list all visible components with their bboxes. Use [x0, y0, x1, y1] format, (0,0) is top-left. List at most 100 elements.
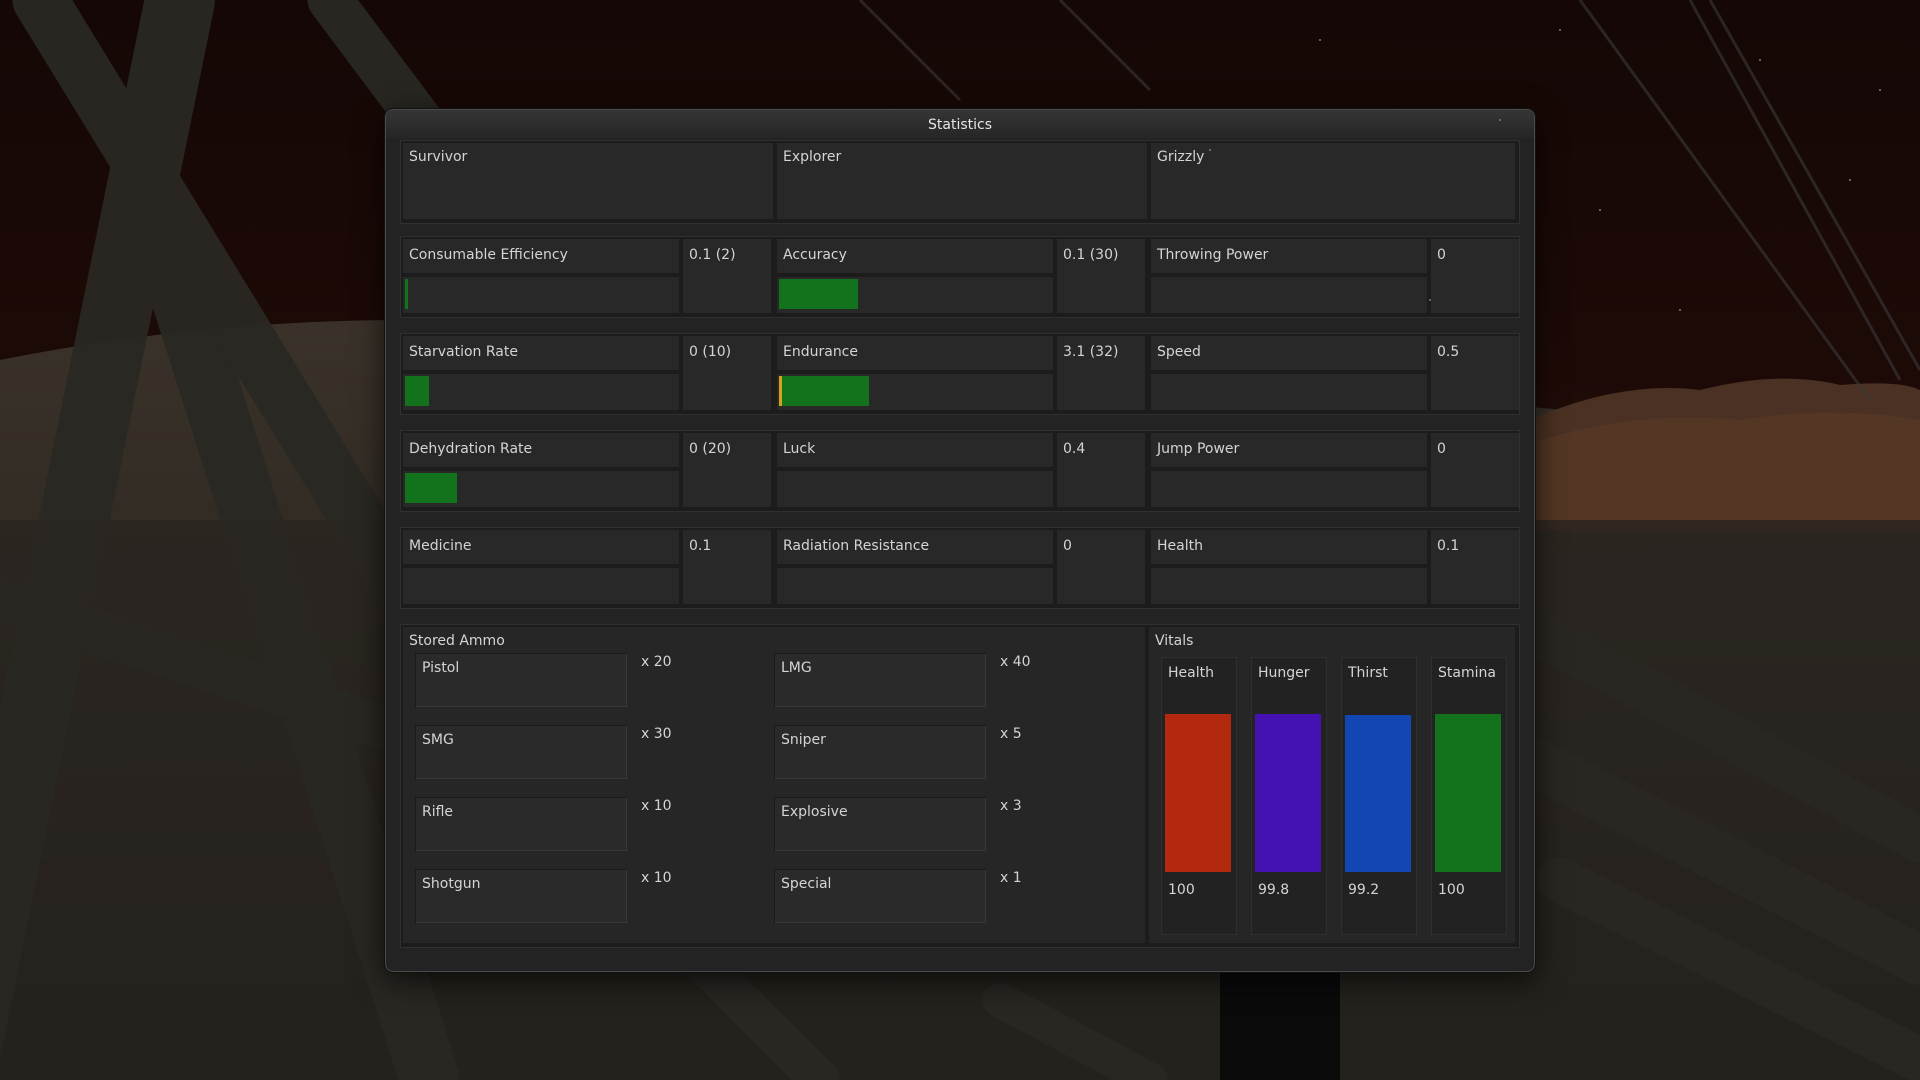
- stored-ammo-panel: Stored Ammo Pistol x 20 LMG x 40 SMG x 30 Snip…: [403, 627, 1145, 943]
- stat-name-cell: Health: [1151, 530, 1427, 564]
- ammo-name: SMG: [422, 732, 454, 748]
- ammo-name: Rifle: [422, 804, 454, 820]
- ammo-count: x 1: [1000, 870, 1022, 886]
- vital-health: Health 100: [1161, 657, 1237, 935]
- vital-bar: [1165, 714, 1231, 872]
- stat-name-cell: Endurance: [777, 336, 1053, 370]
- vitals-panel: Vitals Health 100 Hunger 99.8 Thirst 99.2 Stam…: [1149, 627, 1515, 943]
- ammo-name: Sniper: [781, 732, 826, 748]
- stat-name-cell: Luck: [777, 433, 1053, 467]
- stat-value: 0: [1437, 247, 1446, 263]
- stat-value: 0.1: [1437, 538, 1460, 554]
- ammo-name: Pistol: [422, 660, 460, 676]
- class-survivor[interactable]: Survivor: [403, 143, 773, 219]
- ammo-slot-shotgun[interactable]: Shotgun: [415, 869, 627, 923]
- stat-name-cell: Medicine: [403, 530, 679, 564]
- stat-value-cell: 0: [1057, 530, 1145, 604]
- vital-name: Stamina: [1438, 665, 1496, 681]
- stat-row: Dehydration Rate 0 (20) Luck 0.4 Jump Power 0: [400, 430, 1520, 512]
- ammo-name: Shotgun: [422, 876, 481, 892]
- vitals-title: Vitals: [1155, 633, 1194, 649]
- stat-group: Speed 0.5: [1151, 336, 1523, 410]
- vital-value: 99.8: [1258, 882, 1290, 898]
- stat-value-cell: 0: [1431, 433, 1519, 507]
- stat-value-cell: 0 (10): [683, 336, 771, 410]
- ammo-name: LMG: [781, 660, 812, 676]
- vital-thirst: Thirst 99.2: [1341, 657, 1417, 935]
- stat-name: Consumable Efficiency: [409, 247, 568, 263]
- class-label: Explorer: [783, 149, 842, 165]
- stat-progress-marker: [405, 279, 408, 309]
- vital-stamina: Stamina 100: [1431, 657, 1507, 935]
- ammo-slot-pistol[interactable]: Pistol: [415, 653, 627, 707]
- stat-value: 0.5: [1437, 344, 1460, 360]
- stat-name-cell: Accuracy: [777, 239, 1053, 273]
- ammo-count: x 40: [1000, 654, 1031, 670]
- stat-progress-bar: [777, 374, 1053, 410]
- stat-progress-fill: [405, 376, 429, 406]
- stat-progress-bar: [403, 277, 679, 313]
- stat-group: Consumable Efficiency 0.1 (2): [403, 239, 775, 313]
- stat-name-cell: Speed: [1151, 336, 1427, 370]
- stat-progress-bar: [777, 471, 1053, 507]
- stat-value-cell: 0.1: [683, 530, 771, 604]
- vital-bar: [1435, 714, 1501, 872]
- stat-name: Endurance: [783, 344, 858, 360]
- stat-row: Medicine 0.1 Radiation Resistance 0 Health 0.…: [400, 527, 1520, 609]
- stat-name: Health: [1157, 538, 1203, 554]
- ammo-slot-lmg[interactable]: LMG: [774, 653, 986, 707]
- stat-name-cell: Consumable Efficiency: [403, 239, 679, 273]
- vital-bar: [1255, 714, 1321, 872]
- stored-ammo-title: Stored Ammo: [409, 633, 505, 649]
- bottom-section: Stored Ammo Pistol x 20 LMG x 40 SMG x 30 Snip…: [400, 624, 1520, 948]
- stat-progress-fill: [779, 279, 858, 309]
- class-label: Survivor: [409, 149, 468, 165]
- class-explorer[interactable]: Explorer: [777, 143, 1147, 219]
- stat-name: Throwing Power: [1157, 247, 1269, 263]
- stat-name: Speed: [1157, 344, 1201, 360]
- stat-row: Starvation Rate 0 (10) Endurance 3.1 (32) Sp…: [400, 333, 1520, 415]
- stat-name: Luck: [783, 441, 816, 457]
- ammo-count: x 30: [641, 726, 672, 742]
- stat-value: 0: [1063, 538, 1072, 554]
- stat-value-cell: 0.1 (30): [1057, 239, 1145, 313]
- class-label: Grizzly: [1157, 149, 1205, 165]
- stat-name-cell: Throwing Power: [1151, 239, 1427, 273]
- stat-value: 0.1: [689, 538, 712, 554]
- stat-value: 0 (20): [689, 441, 732, 457]
- stat-progress-bar: [777, 568, 1053, 604]
- ammo-name: Special: [781, 876, 832, 892]
- stat-group: Luck 0.4: [777, 433, 1149, 507]
- ammo-name: Explosive: [781, 804, 848, 820]
- stat-value-cell: 0.4: [1057, 433, 1145, 507]
- vital-value: 100: [1438, 882, 1465, 898]
- stat-name: Radiation Resistance: [783, 538, 930, 554]
- stat-progress-fill: [405, 473, 457, 503]
- class-grizzly[interactable]: Grizzly: [1151, 143, 1515, 219]
- stat-value: 0.1 (30): [1063, 247, 1119, 263]
- stat-progress-bar: [777, 277, 1053, 313]
- ammo-slot-sniper[interactable]: Sniper: [774, 725, 986, 779]
- stat-name-cell: Jump Power: [1151, 433, 1427, 467]
- stat-name: Starvation Rate: [409, 344, 518, 360]
- ammo-count: x 10: [641, 798, 672, 814]
- ammo-slot-special[interactable]: Special: [774, 869, 986, 923]
- stat-group: Medicine 0.1: [403, 530, 775, 604]
- vital-name: Thirst: [1348, 665, 1388, 681]
- stat-value: 3.1 (32): [1063, 344, 1119, 360]
- stat-value-cell: 0.1 (2): [683, 239, 771, 313]
- stat-group: Starvation Rate 0 (10): [403, 336, 775, 410]
- ammo-slot-rifle[interactable]: Rifle: [415, 797, 627, 851]
- stat-progress-fill: [779, 376, 869, 406]
- statistics-window: Statistics Survivor Explorer Grizzly Con…: [385, 109, 1535, 972]
- ammo-slot-explosive[interactable]: Explosive: [774, 797, 986, 851]
- stat-value-cell: 0: [1431, 239, 1519, 313]
- stat-name: Dehydration Rate: [409, 441, 533, 457]
- window-title: Statistics: [386, 110, 1534, 138]
- stat-group: Accuracy 0.1 (30): [777, 239, 1149, 313]
- stat-progress-bar: [403, 568, 679, 604]
- stat-progress-bar: [403, 471, 679, 507]
- stat-value-cell: 0.1: [1431, 530, 1519, 604]
- ammo-slot-smg[interactable]: SMG: [415, 725, 627, 779]
- stat-group: Endurance 3.1 (32): [777, 336, 1149, 410]
